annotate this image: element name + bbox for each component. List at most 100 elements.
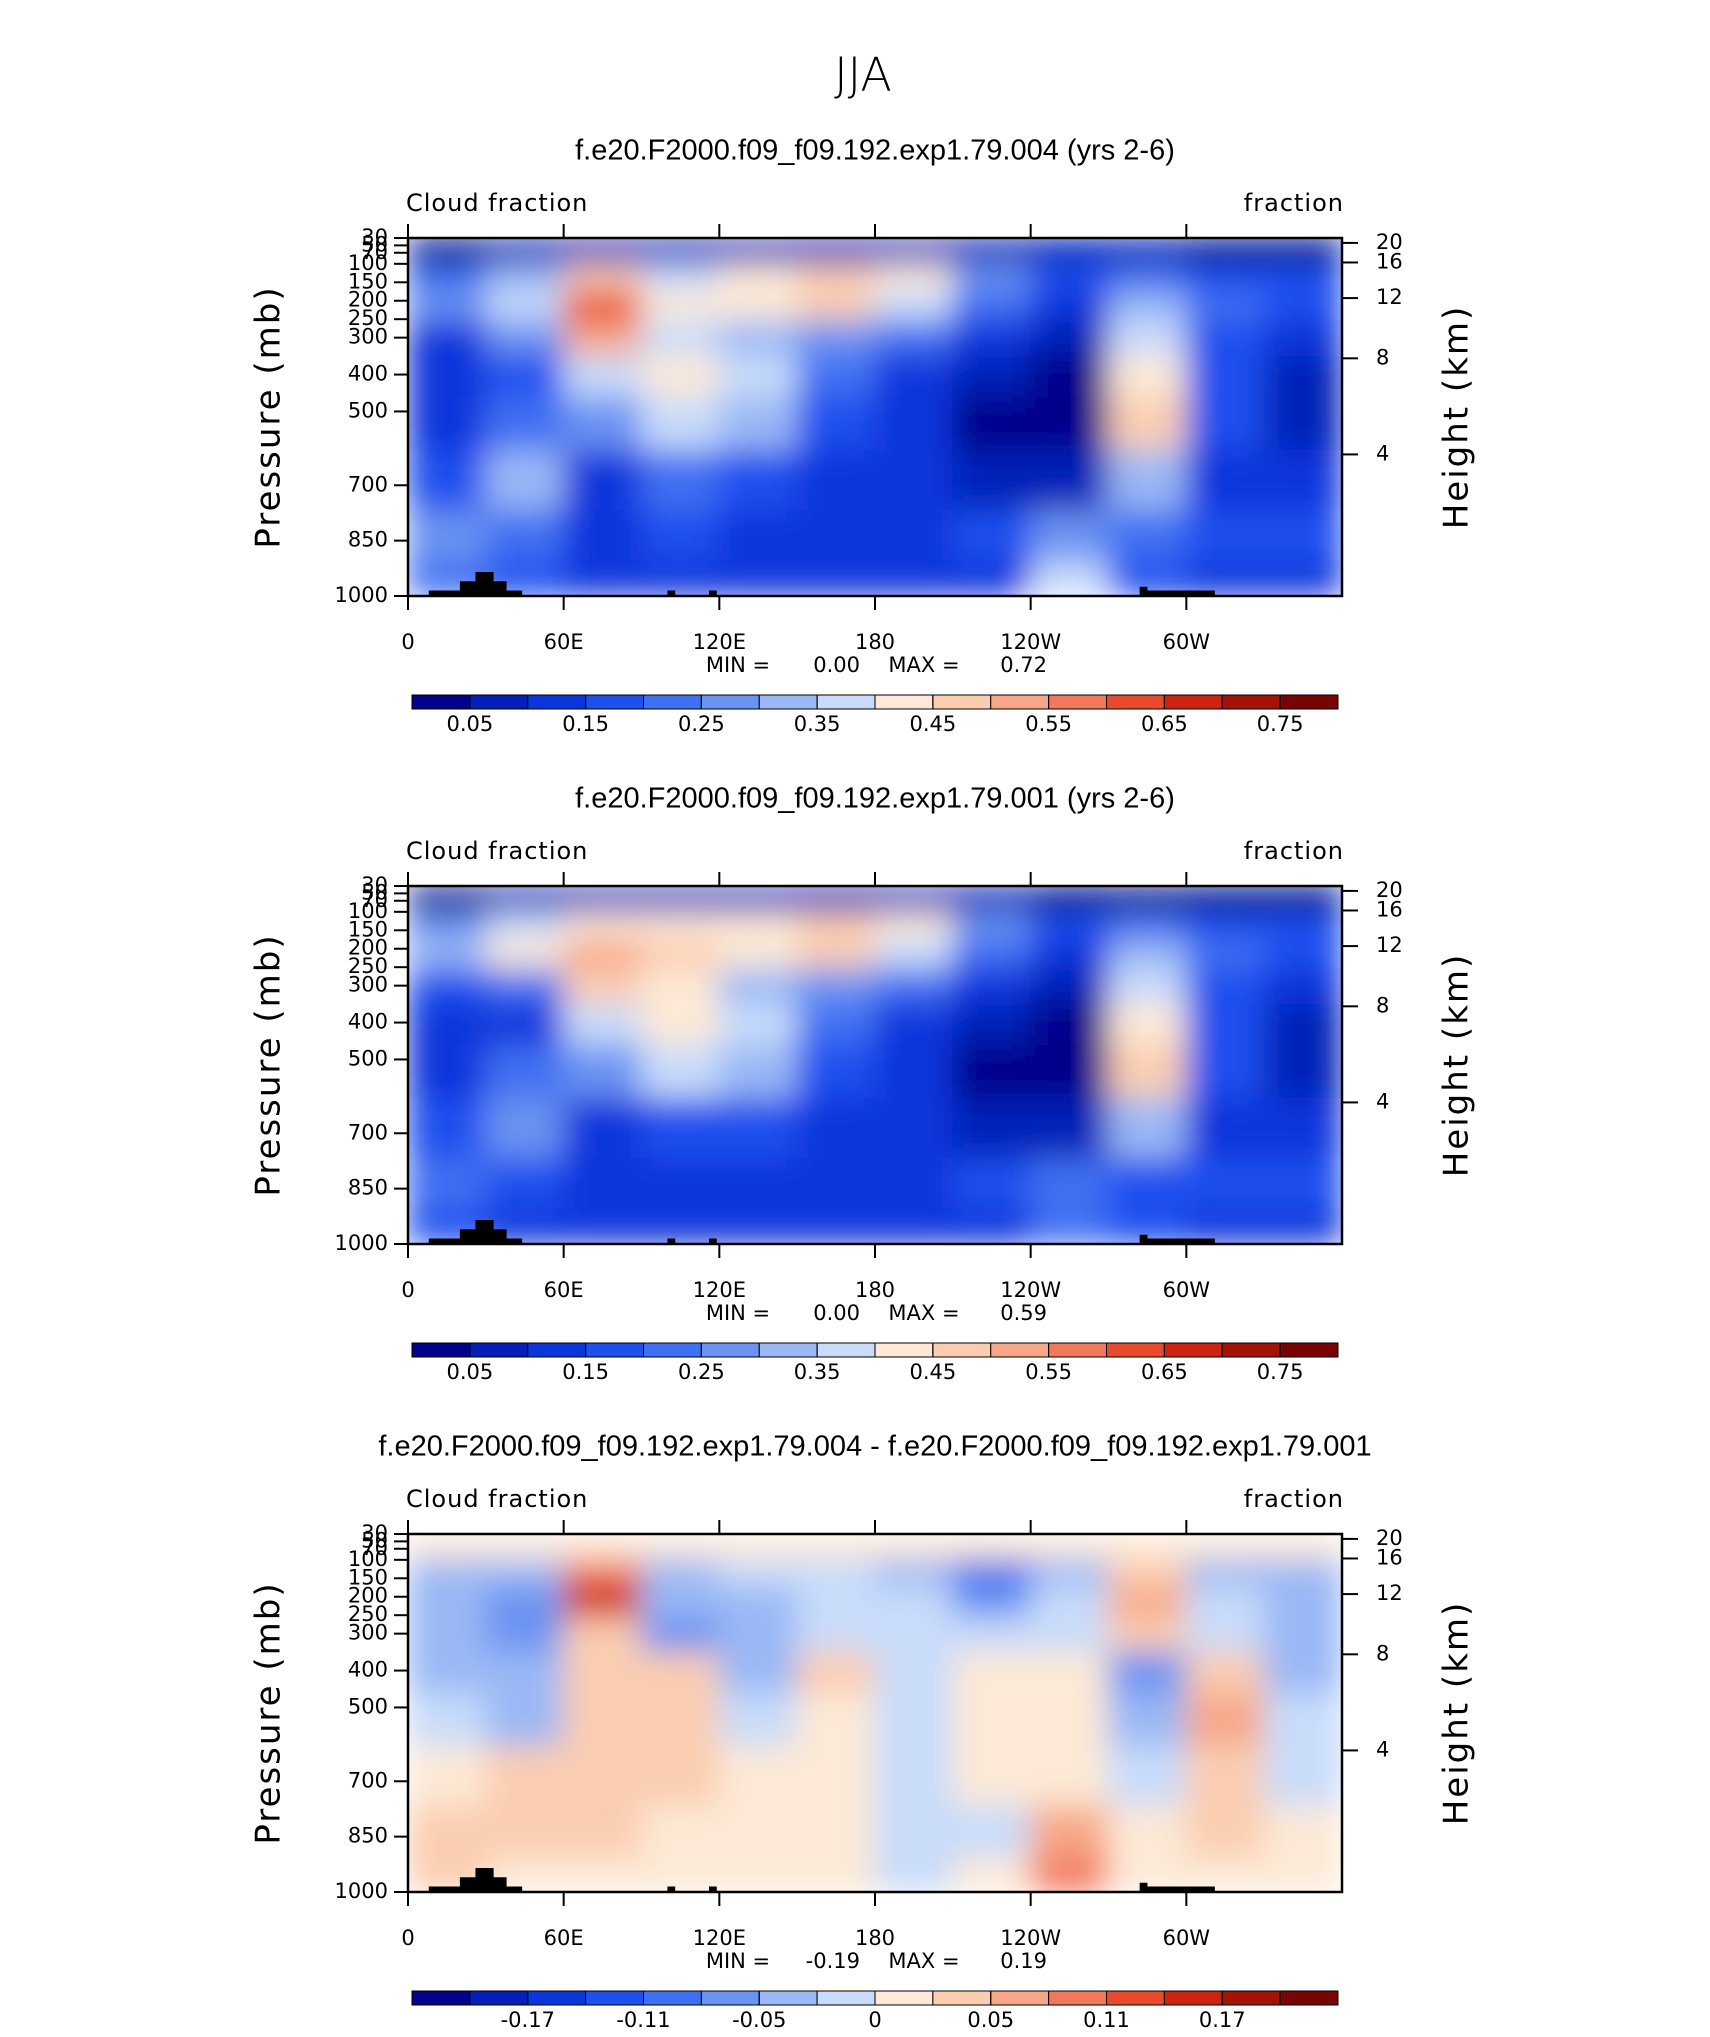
y-tick-label: 200 [348, 936, 388, 960]
colorbar-box [700, 1342, 760, 1358]
contour-cell [1185, 1586, 1265, 1618]
contour-cell [718, 1158, 798, 1210]
y2-tick-label: 16 [1376, 1545, 1403, 1569]
contour-cell [485, 450, 565, 512]
contour-cell [718, 1746, 798, 1808]
y-tick-label: 250 [348, 954, 388, 978]
contour-cell [1108, 510, 1187, 562]
field-clip [408, 886, 1342, 1244]
contour-cell [1108, 320, 1187, 357]
land-mask [428, 572, 1215, 596]
colorbar-box [643, 1342, 702, 1358]
contour-cell [563, 1586, 642, 1618]
colorbar-label: 0.15 [562, 1360, 609, 1384]
contour-cell [952, 397, 1032, 452]
contour-cell [408, 1045, 487, 1100]
contour-cell [408, 968, 487, 1005]
x-tick-label: 120E [693, 1278, 746, 1302]
y-tick-label: 500 [348, 1694, 388, 1718]
contour-cell [952, 1693, 1032, 1748]
contour-cell [485, 938, 565, 970]
contour-cell [563, 238, 642, 265]
contour-cell [718, 560, 798, 596]
contour-cell [1185, 1534, 1265, 1561]
land-mask [428, 1220, 1215, 1244]
contour-cell [1263, 1693, 1342, 1748]
contour-cell [796, 1003, 876, 1047]
x-tick-label: 60W [1163, 630, 1211, 654]
contour-cell [874, 1856, 954, 1892]
contour-cell [952, 560, 1032, 596]
colorbar-label: 0.55 [1025, 1360, 1072, 1384]
contour-cell [796, 355, 876, 399]
colorbar-box [816, 1990, 876, 2006]
contour-cell [1263, 911, 1342, 940]
colorbar-box [1279, 1990, 1339, 2006]
contour-cell [641, 263, 720, 292]
contour-cell [641, 1158, 720, 1210]
y-tick-label: 70 [361, 240, 388, 264]
y-tick-label: 250 [348, 1602, 388, 1626]
contour-cell [1030, 1158, 1109, 1210]
colorbar-box [932, 694, 992, 710]
contour-cell [408, 290, 487, 322]
colorbar-label: 0.17 [1199, 2008, 1246, 2032]
contour-cell [1030, 450, 1109, 512]
field-clip [408, 238, 1342, 596]
contour-cell [718, 355, 798, 399]
contour-cell [641, 1098, 720, 1160]
y-tick-label: 250 [348, 306, 388, 330]
contour-cell [1263, 450, 1342, 512]
y2-tick-label: 12 [1376, 933, 1403, 957]
contour-cell [1030, 1045, 1109, 1100]
contour-cell [874, 1559, 954, 1588]
contour-cell [641, 1806, 720, 1858]
contour-cell [718, 1534, 798, 1561]
contour-cell [796, 886, 876, 913]
contour-cell [1185, 320, 1265, 357]
right-label: fraction [1244, 837, 1344, 865]
contour-cell [718, 450, 798, 512]
colorbar-box [990, 1990, 1050, 2006]
contour-cell [1263, 1559, 1342, 1588]
contour-cell [796, 938, 876, 970]
contour-cell [952, 1651, 1032, 1695]
contour-cell [1108, 450, 1187, 512]
contour-cell [1263, 320, 1342, 357]
contour-cell [1185, 968, 1265, 1005]
contour-cell [1108, 290, 1187, 322]
contour-cell [952, 1746, 1032, 1808]
contour-cell [952, 1003, 1032, 1047]
contour-cell [641, 397, 720, 452]
y-tick-label: 400 [348, 1010, 388, 1034]
min-value: 0.00 [813, 1301, 860, 1325]
contour-cell [1108, 886, 1187, 913]
contour-cell [1108, 1806, 1187, 1858]
contour-cell [563, 1746, 642, 1808]
colorbar-box [527, 1990, 587, 2006]
contour-cell [796, 1098, 876, 1160]
contour-cell [718, 238, 798, 265]
contour-cell [1108, 397, 1187, 452]
contour-cell [1108, 1616, 1187, 1653]
contour-cell [1263, 1534, 1342, 1561]
contour-cell [718, 1586, 798, 1618]
contour-cell [485, 397, 565, 452]
colorbar-label: 0.75 [1257, 712, 1304, 736]
colorbar-box [874, 694, 934, 710]
contour-cell [485, 1616, 565, 1653]
contour-cell [718, 886, 798, 913]
y-tick-label: 50 [361, 1528, 388, 1552]
contour-cell [1263, 290, 1342, 322]
contour-cell [796, 1559, 876, 1588]
y2-tick-label: 8 [1376, 1641, 1389, 1665]
contour-cell [485, 911, 565, 940]
contour-cell [874, 510, 954, 562]
contour-cell [408, 911, 487, 940]
contour-cell [563, 510, 642, 562]
y-tick-label: 700 [348, 1120, 388, 1144]
contour-cell [563, 397, 642, 452]
contour-cell [1108, 1045, 1187, 1100]
contour-cell [1030, 1651, 1109, 1695]
